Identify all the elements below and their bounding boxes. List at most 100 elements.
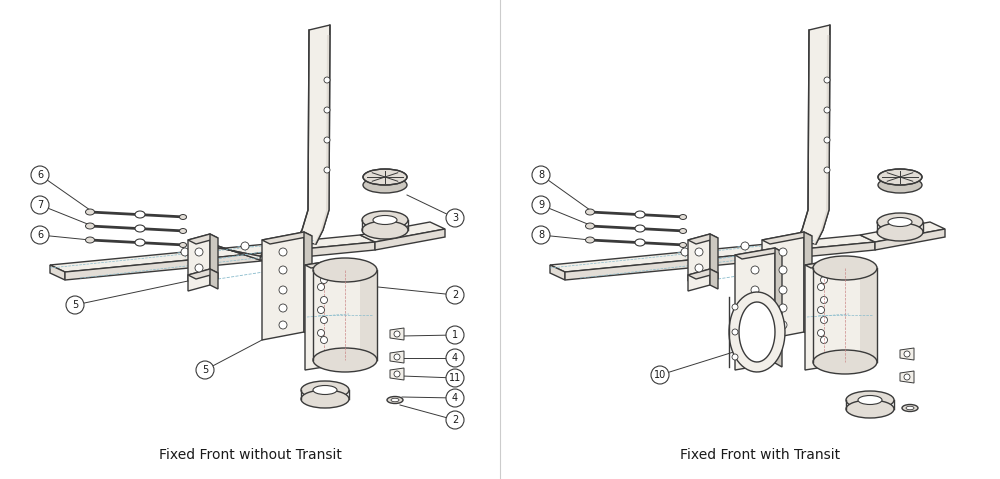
Circle shape bbox=[904, 351, 910, 357]
Polygon shape bbox=[843, 259, 849, 367]
Circle shape bbox=[820, 337, 828, 343]
Circle shape bbox=[751, 331, 759, 339]
Circle shape bbox=[732, 304, 738, 310]
Circle shape bbox=[301, 236, 309, 244]
Circle shape bbox=[820, 317, 828, 323]
Polygon shape bbox=[550, 265, 565, 280]
Circle shape bbox=[532, 226, 550, 244]
Circle shape bbox=[801, 236, 809, 244]
Ellipse shape bbox=[906, 406, 914, 410]
Polygon shape bbox=[360, 222, 445, 242]
Text: 11: 11 bbox=[449, 373, 461, 383]
Circle shape bbox=[320, 317, 328, 323]
Polygon shape bbox=[375, 229, 445, 250]
Ellipse shape bbox=[86, 223, 94, 229]
Polygon shape bbox=[313, 270, 377, 360]
Ellipse shape bbox=[878, 177, 922, 193]
Polygon shape bbox=[805, 259, 843, 370]
Text: 3: 3 bbox=[452, 213, 458, 223]
Ellipse shape bbox=[586, 237, 594, 243]
Circle shape bbox=[824, 137, 830, 143]
Polygon shape bbox=[188, 234, 210, 281]
Ellipse shape bbox=[363, 169, 407, 185]
Polygon shape bbox=[813, 268, 877, 362]
Circle shape bbox=[695, 264, 703, 272]
Ellipse shape bbox=[586, 209, 594, 215]
Circle shape bbox=[394, 371, 400, 377]
Circle shape bbox=[241, 242, 249, 250]
Circle shape bbox=[446, 389, 464, 407]
Polygon shape bbox=[304, 232, 312, 336]
Ellipse shape bbox=[858, 396, 882, 404]
Circle shape bbox=[820, 297, 828, 304]
Text: 4: 4 bbox=[452, 393, 458, 403]
Circle shape bbox=[532, 166, 550, 184]
Circle shape bbox=[196, 361, 214, 379]
Circle shape bbox=[324, 137, 330, 143]
Circle shape bbox=[320, 337, 328, 343]
Polygon shape bbox=[735, 248, 775, 370]
Circle shape bbox=[904, 374, 910, 380]
Ellipse shape bbox=[878, 169, 922, 185]
Polygon shape bbox=[50, 235, 375, 272]
Ellipse shape bbox=[180, 215, 186, 219]
Polygon shape bbox=[688, 234, 718, 244]
Circle shape bbox=[532, 196, 550, 214]
Ellipse shape bbox=[362, 211, 408, 229]
Polygon shape bbox=[343, 259, 349, 367]
Text: 7: 7 bbox=[37, 200, 43, 210]
Ellipse shape bbox=[586, 223, 594, 229]
Polygon shape bbox=[565, 242, 875, 280]
Circle shape bbox=[818, 330, 824, 337]
Ellipse shape bbox=[135, 225, 145, 232]
Polygon shape bbox=[804, 232, 812, 336]
Circle shape bbox=[751, 349, 759, 357]
Circle shape bbox=[318, 330, 324, 337]
Circle shape bbox=[779, 304, 787, 312]
Polygon shape bbox=[739, 302, 775, 362]
Circle shape bbox=[195, 264, 203, 272]
Polygon shape bbox=[875, 229, 945, 250]
Polygon shape bbox=[188, 269, 218, 279]
Ellipse shape bbox=[313, 348, 377, 372]
Ellipse shape bbox=[846, 400, 894, 418]
Polygon shape bbox=[900, 371, 914, 383]
Polygon shape bbox=[65, 242, 375, 280]
Ellipse shape bbox=[846, 391, 894, 409]
Polygon shape bbox=[814, 35, 830, 244]
Text: 6: 6 bbox=[37, 170, 43, 180]
Ellipse shape bbox=[635, 211, 645, 218]
Circle shape bbox=[279, 321, 287, 329]
Ellipse shape bbox=[813, 256, 877, 280]
Circle shape bbox=[681, 248, 689, 256]
Circle shape bbox=[824, 77, 830, 83]
Polygon shape bbox=[188, 234, 218, 244]
Ellipse shape bbox=[680, 228, 686, 233]
Circle shape bbox=[31, 226, 49, 244]
Circle shape bbox=[31, 166, 49, 184]
Polygon shape bbox=[262, 232, 312, 244]
Circle shape bbox=[820, 276, 828, 284]
Polygon shape bbox=[200, 240, 279, 260]
Polygon shape bbox=[710, 234, 718, 279]
Circle shape bbox=[732, 354, 738, 360]
Polygon shape bbox=[688, 269, 718, 279]
Ellipse shape bbox=[373, 216, 397, 225]
Circle shape bbox=[751, 306, 759, 314]
Ellipse shape bbox=[635, 225, 645, 232]
Circle shape bbox=[446, 286, 464, 304]
Circle shape bbox=[320, 297, 328, 304]
Polygon shape bbox=[775, 248, 782, 367]
Ellipse shape bbox=[180, 242, 186, 248]
Ellipse shape bbox=[135, 239, 145, 246]
Text: 2: 2 bbox=[452, 415, 458, 425]
Text: 6: 6 bbox=[37, 230, 43, 240]
Circle shape bbox=[195, 248, 203, 256]
Ellipse shape bbox=[635, 239, 645, 246]
Circle shape bbox=[31, 196, 49, 214]
Text: Fixed Front with Transit: Fixed Front with Transit bbox=[680, 448, 840, 462]
Ellipse shape bbox=[363, 177, 407, 193]
Circle shape bbox=[279, 248, 287, 256]
Circle shape bbox=[324, 77, 330, 83]
Circle shape bbox=[320, 276, 328, 284]
